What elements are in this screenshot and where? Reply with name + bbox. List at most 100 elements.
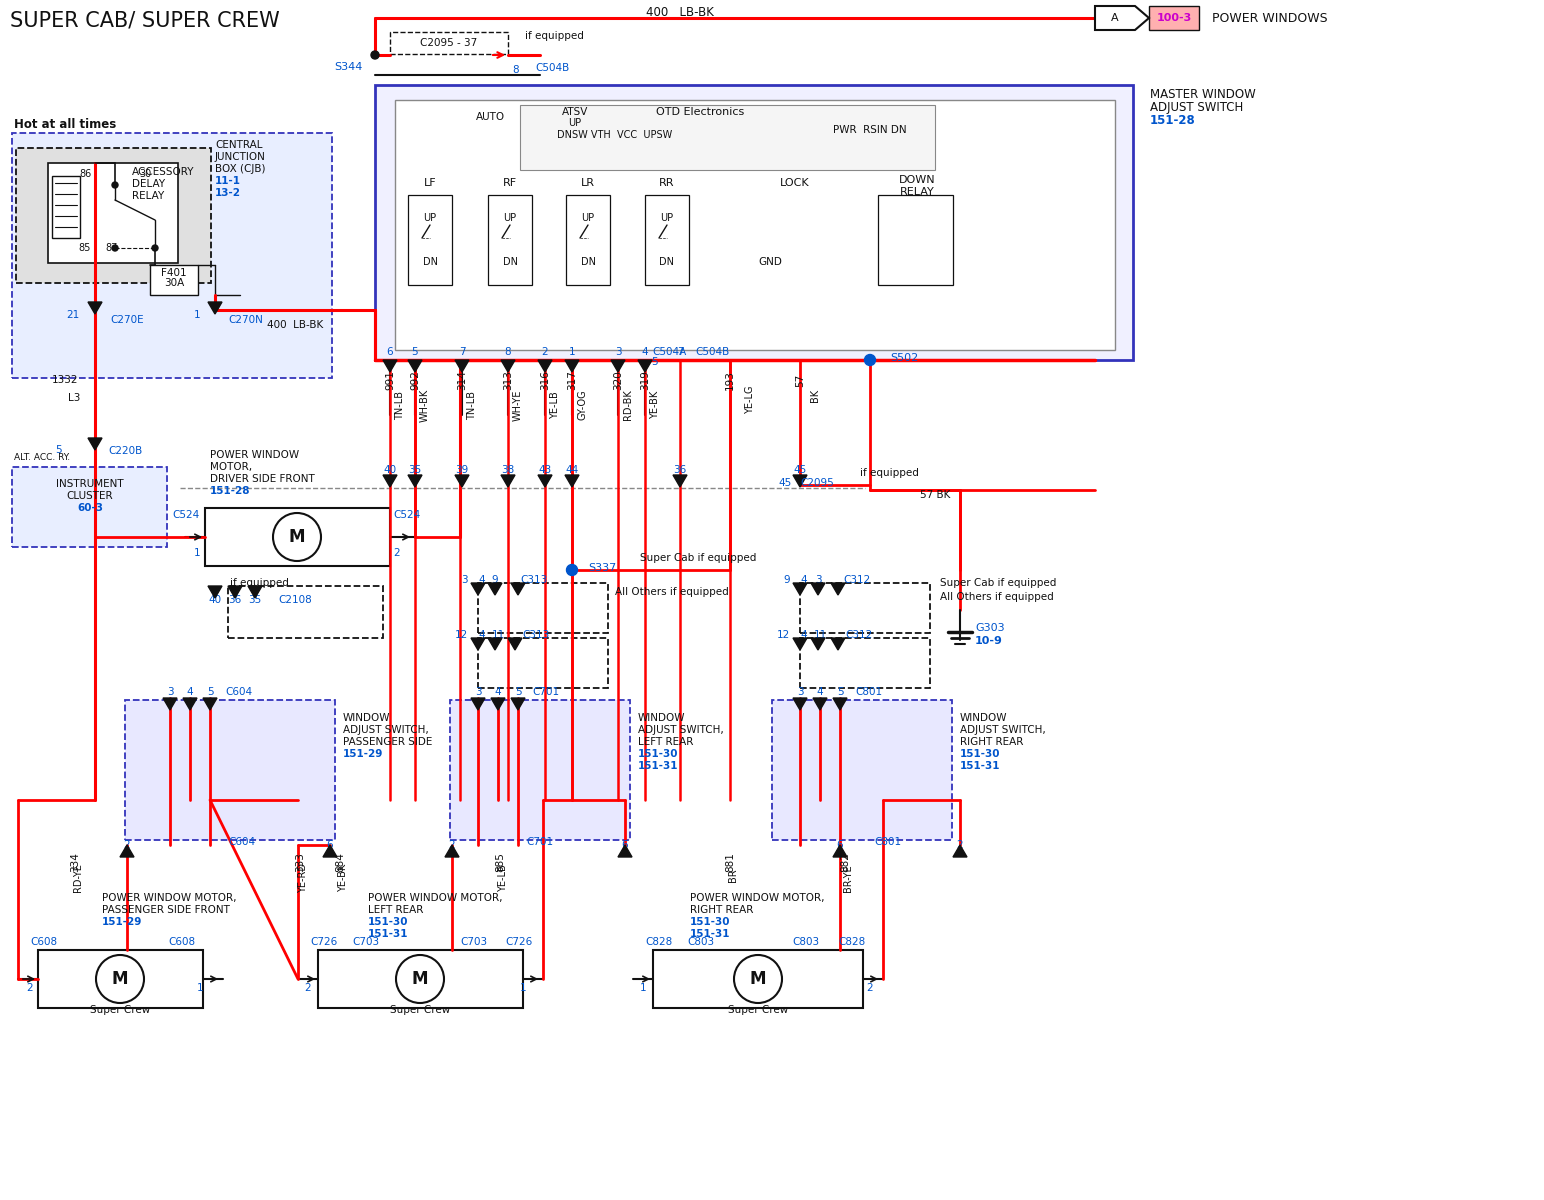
Bar [520,104,936,170]
Text: YE-BK: YE-BK [650,391,659,419]
Text: 87: 87 [107,242,119,253]
Polygon shape [408,360,422,372]
Text: PWR  RSIN DN: PWR RSIN DN [834,125,906,134]
Polygon shape [455,360,469,372]
Text: LF: LF [423,178,437,188]
Polygon shape [491,698,505,710]
Text: S344: S344 [334,62,363,72]
Text: 4: 4 [187,686,193,697]
Bar [449,700,630,840]
Text: 36: 36 [229,595,241,605]
Text: Super Cab if equipped: Super Cab if equipped [940,578,1056,588]
Text: ADJUST SWITCH: ADJUST SWITCH [1150,102,1243,114]
Text: 3: 3 [815,575,821,584]
Text: AUTO: AUTO [476,112,505,122]
Text: LR: LR [581,178,594,188]
Polygon shape [537,475,553,487]
Text: DN: DN [423,257,437,266]
Bar [52,176,80,238]
Polygon shape [508,638,522,650]
Polygon shape [794,475,808,487]
Text: POWER WINDOWS: POWER WINDOWS [1212,12,1328,24]
Text: Super Cab if equipped: Super Cab if equipped [641,553,757,563]
Polygon shape [445,845,459,857]
Text: RELAY: RELAY [900,187,934,197]
Text: CLUSTER: CLUSTER [66,491,113,502]
Text: C2108: C2108 [278,595,312,605]
Text: 885: 885 [496,852,505,872]
Text: MOTOR,: MOTOR, [210,462,252,472]
Text: 5: 5 [837,686,843,697]
Text: 6: 6 [837,840,843,850]
Polygon shape [831,583,845,595]
Polygon shape [88,438,102,450]
Text: DN: DN [581,257,596,266]
Text: ADJUST SWITCH,: ADJUST SWITCH, [960,725,1045,734]
Text: YE-LB: YE-LB [499,864,508,892]
Text: 8: 8 [513,65,519,74]
Text: 4: 4 [642,347,648,358]
Text: 3: 3 [474,686,482,697]
Text: 881: 881 [726,852,735,872]
Polygon shape [794,638,808,650]
Text: C801: C801 [855,686,882,697]
Polygon shape [120,845,134,857]
Text: C524: C524 [394,510,420,520]
Text: C828: C828 [838,937,865,947]
Text: 334: 334 [69,852,80,872]
Text: 12: 12 [777,630,791,640]
Text: 193: 193 [726,370,735,390]
Text: Hot at all times: Hot at all times [14,118,116,131]
Text: 8: 8 [505,347,511,358]
Circle shape [96,955,144,1003]
Polygon shape [1095,6,1149,30]
Polygon shape [455,475,469,487]
Text: 30: 30 [139,169,151,179]
Text: 45: 45 [794,464,806,475]
Circle shape [113,182,117,188]
Bar [12,467,167,547]
Text: 11: 11 [814,630,826,640]
Text: WH-YE: WH-YE [513,389,523,421]
Text: UP: UP [661,214,673,223]
Text: C803: C803 [687,937,715,947]
Text: 43: 43 [539,464,551,475]
Text: TN-LB: TN-LB [466,390,477,420]
Text: 1: 1 [520,983,527,994]
Text: M: M [111,970,128,988]
Text: 314: 314 [457,370,466,390]
Text: if equipped: if equipped [525,31,584,41]
Circle shape [395,955,445,1003]
Text: 400   LB-BK: 400 LB-BK [645,6,713,18]
Text: RELAY: RELAY [131,191,164,200]
Polygon shape [673,475,687,487]
Polygon shape [88,302,102,314]
Text: ACCESSORY: ACCESSORY [131,167,195,176]
Text: MASTER WINDOW: MASTER WINDOW [1150,89,1255,102]
Bar [391,32,508,54]
Circle shape [113,245,117,251]
Circle shape [733,955,781,1003]
Text: ADJUST SWITCH,: ADJUST SWITCH, [343,725,429,734]
Text: UP: UP [582,214,594,223]
Polygon shape [323,845,337,857]
Text: 6: 6 [622,840,628,850]
Text: C703: C703 [352,937,380,947]
Text: ATSV: ATSV [562,107,588,116]
Text: 38: 38 [502,464,514,475]
Text: 5: 5 [652,358,658,367]
Text: 317: 317 [567,370,577,390]
Text: 4: 4 [817,686,823,697]
Polygon shape [229,586,242,598]
Text: C801: C801 [874,838,902,847]
Polygon shape [953,845,967,857]
Circle shape [567,565,577,575]
Text: 9: 9 [783,575,791,584]
Text: All Others if equipped: All Others if equipped [615,587,729,596]
Text: M: M [750,970,766,988]
Text: Super Crew: Super Crew [727,1006,787,1015]
Text: C828: C828 [645,937,672,947]
Text: 882: 882 [840,852,851,872]
Text: 4: 4 [494,686,502,697]
Bar [15,148,212,283]
